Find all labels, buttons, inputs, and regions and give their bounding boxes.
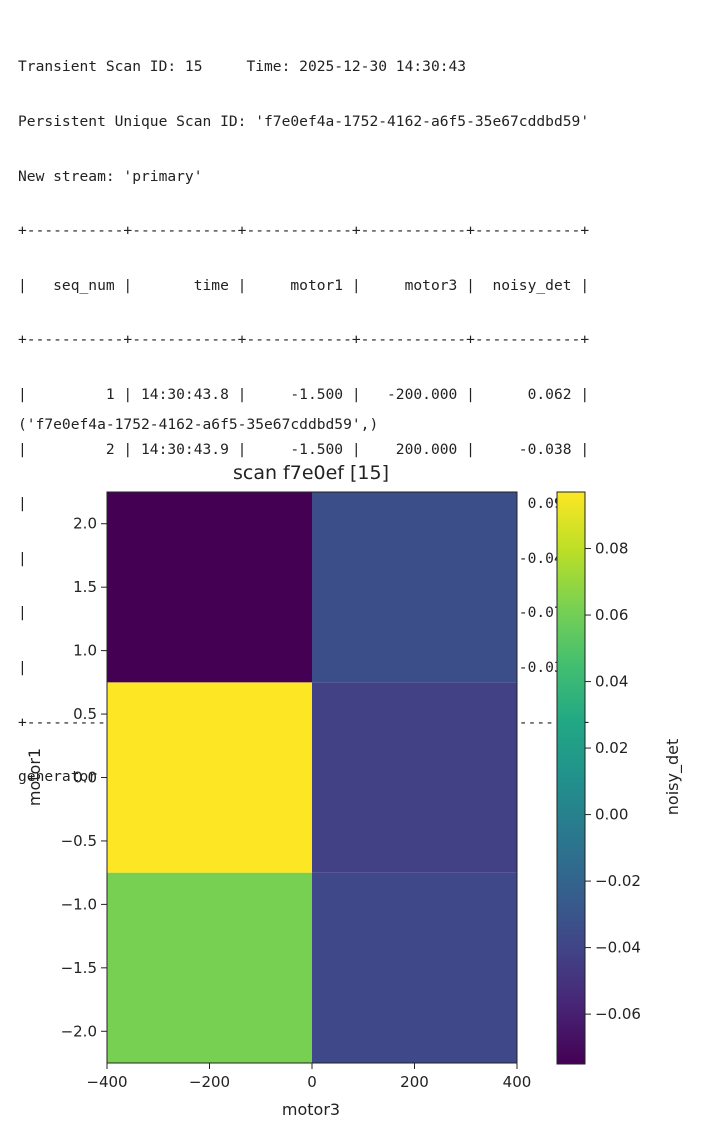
y-tick-label: 2.0 [73,515,97,533]
y-tick-label: 0.5 [73,705,97,723]
x-tick-label: 200 [400,1073,429,1091]
x-tick-label: 0 [307,1073,317,1091]
colorbar-label: noisy_det [663,739,683,815]
table-border: +-----------+------------+------------+-… [18,222,590,240]
y-axis: 2.0 1.5 1.0 0.5 0.0 −0.5 −1.0 −1.5 −2.0 [61,515,107,1040]
table-border: +-----------+------------+------------+-… [18,331,590,349]
console-line: Persistent Unique Scan ID: 'f7e0ef4a-175… [18,113,590,130]
x-tick-label: 400 [503,1073,532,1091]
x-axis: −400 −200 0 200 400 [86,1063,531,1091]
colorbar-axis: 0.08 0.06 0.04 0.02 0.00 −0.02 −0.04 −0.06 [585,540,641,1023]
colorbar-tick-label: −0.04 [595,939,641,957]
y-tick-label: −2.0 [61,1022,97,1040]
y-tick-label: −1.5 [61,959,97,977]
x-axis-label: motor3 [282,1100,340,1119]
table-header: | seq_num | time | motor1 | motor3 | noi… [18,276,590,294]
table-row: | 2 | 14:30:43.9 | -1.500 | 200.000 | -0… [18,440,590,458]
y-tick-label: 0.0 [73,769,97,787]
heatmap-cell [107,872,312,1063]
colorbar-tick-label: 0.06 [595,606,628,624]
y-tick-label: 1.5 [73,578,97,596]
colorbar-tick-label: 0.00 [595,806,628,824]
x-tick-label: −200 [189,1073,230,1091]
output-tuple: ('f7e0ef4a-1752-4162-a6f5-35e67cddbd59',… [18,416,379,433]
y-tick-label: −1.0 [61,895,97,913]
colorbar-tick-label: −0.06 [595,1005,641,1023]
y-tick-label: −0.5 [61,832,97,850]
console-line: Transient Scan ID: 15 Time: 2025-12-30 1… [18,58,467,76]
heatmap-cells [107,492,517,1063]
colorbar [556,491,586,1065]
colorbar-tick-label: −0.02 [595,872,641,890]
console-line: New stream: 'primary' [18,167,203,185]
heatmap-cell [312,682,517,873]
x-tick-label: −400 [86,1073,127,1091]
heatmap-chart: scan f7e0ef [15] −400 −200 0 200 400 2.0 1.5 1… [25,462,683,1119]
heatmap-cell [107,492,312,683]
y-axis-label: motor1 [25,748,44,806]
heatmap-cell [312,492,517,683]
colorbar-tick-label: 0.04 [595,673,628,691]
y-tick-label: 1.0 [73,642,97,660]
chart-title: scan f7e0ef [15] [233,462,389,484]
colorbar-tick-label: 0.02 [595,739,628,757]
table-row: | 1 | 14:30:43.8 | -1.500 | -200.000 | 0… [18,385,590,403]
colorbar-tick-label: 0.08 [595,540,628,558]
heatmap-cell [312,872,517,1063]
heatmap-cell [107,682,312,873]
